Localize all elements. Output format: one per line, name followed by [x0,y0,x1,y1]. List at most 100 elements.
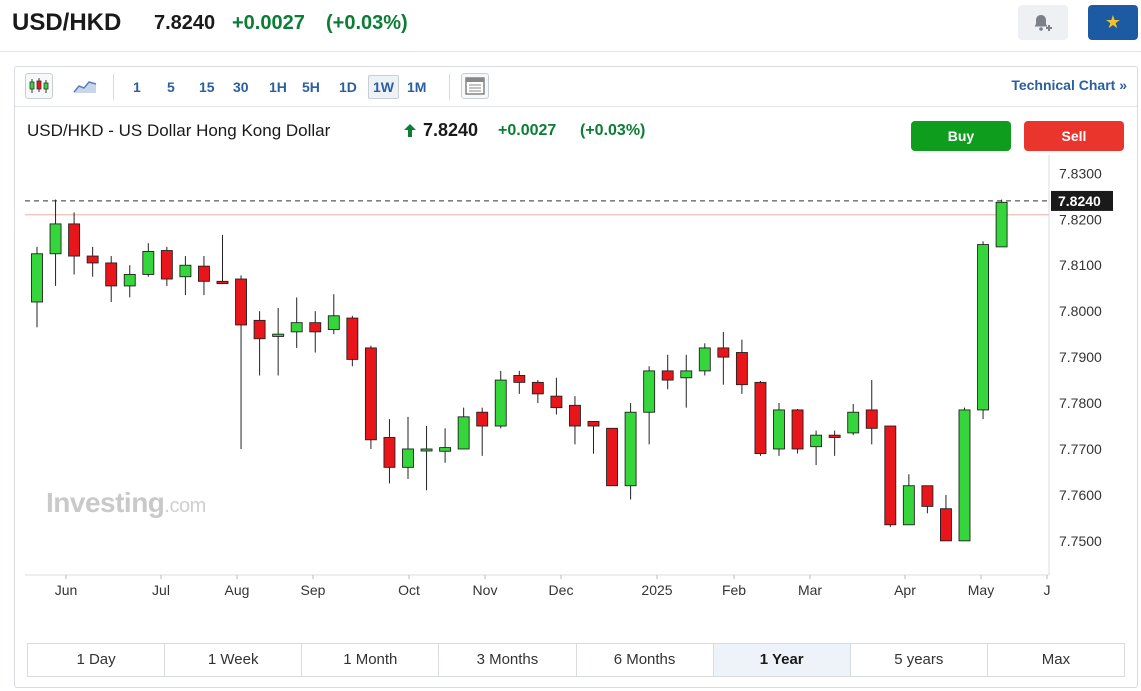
chart-price-change-percent: (+0.03%) [580,122,646,139]
candlestick-icon[interactable] [25,73,53,99]
candle-down [364,347,377,441]
x-tick-label: Sep [301,582,326,598]
arrow-up-icon [404,124,416,137]
x-tick-label: Apr [894,582,916,598]
candle-up [643,370,656,413]
table-icon[interactable] [461,73,489,99]
chart-title: USD/HKD - US Dollar Hong Kong Dollar [27,121,331,140]
candle-up [142,251,155,275]
interval-5h[interactable]: 5H [302,79,320,95]
x-tick-label: Aug [225,582,250,598]
candle-down [105,262,118,287]
candle-down [940,508,952,542]
pair-symbol: USD/HKD [12,9,122,36]
x-tick-label: Oct [398,582,420,598]
candle-up [290,322,303,333]
candle-down [865,409,878,429]
range-1-week[interactable]: 1 Week [165,644,303,676]
range-max[interactable]: Max [1041,651,1071,668]
candle-down [346,317,359,360]
candle-down [383,437,396,468]
price-chart[interactable]: 7.8300 7.8200 7.8100 7.8000 7.7900 7.7800 7.77… [15,67,1137,642]
candle-down [587,420,600,427]
candle-up [902,485,915,526]
range-1-day[interactable]: 1 Day [28,644,166,676]
candle-down [235,278,248,326]
range-5-years[interactable]: 5 years [851,644,988,676]
candle-down [531,381,544,395]
range-1-month[interactable]: 1 Month [302,644,440,676]
x-tick-label: Jul [152,582,170,598]
candle-up [773,409,785,450]
candle-up [420,448,433,452]
candle-down [216,280,229,285]
interval-1[interactable]: 1 [133,79,141,95]
candle-up [179,264,192,278]
buy-button[interactable]: Buy [911,121,1011,151]
area-chart-icon[interactable] [71,73,99,99]
candle-up [457,416,470,450]
range-6-months[interactable]: 6 Months [577,644,714,676]
candle-down [717,347,730,358]
sell-button[interactable]: Sell [1024,121,1124,151]
candle-up [49,223,62,255]
x-tick-label: Mar [798,582,822,598]
x-tick-label: Dec [549,582,574,598]
y-tick-label: 7.8300 [1059,165,1102,181]
interval-1d[interactable]: 1D [339,79,357,95]
last-price-marker [1051,190,1113,211]
create-alert-button[interactable] [1018,5,1068,40]
y-tick-label: 7.7700 [1059,441,1102,457]
candle-down [309,322,322,333]
candle-down [86,255,99,264]
y-tick-label: 7.7800 [1059,395,1102,411]
y-tick-label: 7.7500 [1059,533,1102,549]
candle-up [810,434,823,448]
range-1-year[interactable]: 1 Year [713,644,851,676]
x-tick-label: 2025 [641,582,672,598]
double-chevron-right-icon: » [1119,77,1127,93]
y-tick-label: 7.7900 [1059,349,1102,365]
candle-down [160,250,173,280]
x-tick-label: Nov [473,582,498,598]
candle-down [828,434,841,438]
quote-header: USD/HKD 7.8240 +0.0027 (+0.03%) ★ [0,0,1141,52]
x-tick-label: Feb [722,582,746,598]
candle-up [624,411,637,487]
candle-up [272,333,285,337]
chart-last-price: 7.8240 [423,120,479,140]
interval-1m[interactable]: 1M [407,79,427,95]
candle-up [31,253,43,303]
candle-up [680,370,693,379]
candle-up [847,411,860,434]
range-3-months[interactable]: 3 Months [439,644,577,676]
range-selector: 1 Day 1 Week 1 Month 3 Months 6 Months 1… [27,643,1125,677]
add-to-watchlist-button[interactable]: ★ [1088,5,1138,40]
investing-watermark: Investing.com [46,487,206,518]
candle-up [977,244,989,411]
price-change: +0.0027 [232,12,305,34]
interval-5[interactable]: 5 [167,79,175,95]
y-tick-label: 7.8200 [1059,211,1102,227]
candle-down [884,425,897,526]
toolbar-divider [113,74,114,100]
candle-up [402,448,414,468]
technical-chart-link[interactable]: Technical Chart » [1011,77,1127,93]
candle-down [68,223,81,257]
last-price-label: 7.8240 [1058,193,1101,209]
interval-1h[interactable]: 1H [269,79,287,95]
x-tick-label: Jun [55,582,78,598]
candle-down [606,427,618,487]
chart-panel: 1 5 15 30 1H 5H 1D 1W 1M Technical Chart… [14,66,1138,688]
candle-down [550,395,563,409]
interval-1w[interactable]: 1W [368,75,399,99]
candle-up [123,273,136,287]
chart-price-change: +0.0027 [498,122,557,139]
candle-down [735,352,748,386]
interval-15[interactable]: 15 [199,79,215,95]
y-tick-label: 7.8000 [1059,303,1102,319]
candle-down [513,375,526,383]
toolbar-divider [449,74,450,100]
interval-30[interactable]: 30 [233,79,249,95]
candle-down [754,381,767,455]
